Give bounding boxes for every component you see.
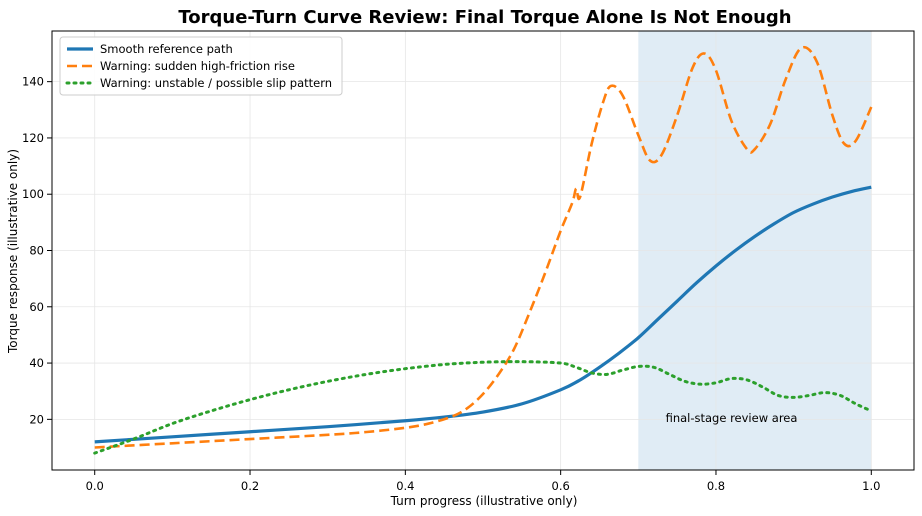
series-line-1 <box>94 185 872 444</box>
x-tick-label: 0.0 <box>86 479 104 493</box>
y-tick-label: 20 <box>29 412 44 426</box>
y-tick-label: 140 <box>22 75 44 89</box>
plot-area: final-stage review area 0.0 0.2 0.4 0.6 0.8 1.… <box>22 30 915 493</box>
legend-entry-2: Warning: sudden high-friction rise <box>100 59 295 73</box>
legend-entry-1: Smooth reference path <box>100 42 233 56</box>
series-line-2 <box>94 45 873 449</box>
x-tick-label: 0.4 <box>396 479 414 493</box>
series-line-3 <box>93 360 873 455</box>
legend: Smooth reference path Warning: sudden hig… <box>59 36 343 96</box>
x-tick-label: 0.2 <box>241 479 259 493</box>
chart-title: Torque-Turn Curve Review: Final Torque A… <box>178 7 791 28</box>
y-tick-label: 120 <box>22 131 44 145</box>
y-tick-label: 60 <box>29 300 44 314</box>
legend-box <box>59 36 343 96</box>
y-tick-label: 80 <box>29 244 44 258</box>
review-area-label: final-stage review area <box>666 411 798 425</box>
x-axis-label: Turn progress (illustrative only) <box>390 494 578 508</box>
y-tick-label: 40 <box>29 356 44 370</box>
y-tick-label: 100 <box>22 187 44 201</box>
legend-entry-3: Warning: unstable / possible slip patter… <box>100 76 332 90</box>
y-axis-label: Torque response (illustrative only) <box>6 149 20 354</box>
x-tick-label: 0.6 <box>552 479 570 493</box>
x-tick-label: 0.8 <box>707 479 725 493</box>
x-tick-label: 1.0 <box>862 479 880 493</box>
